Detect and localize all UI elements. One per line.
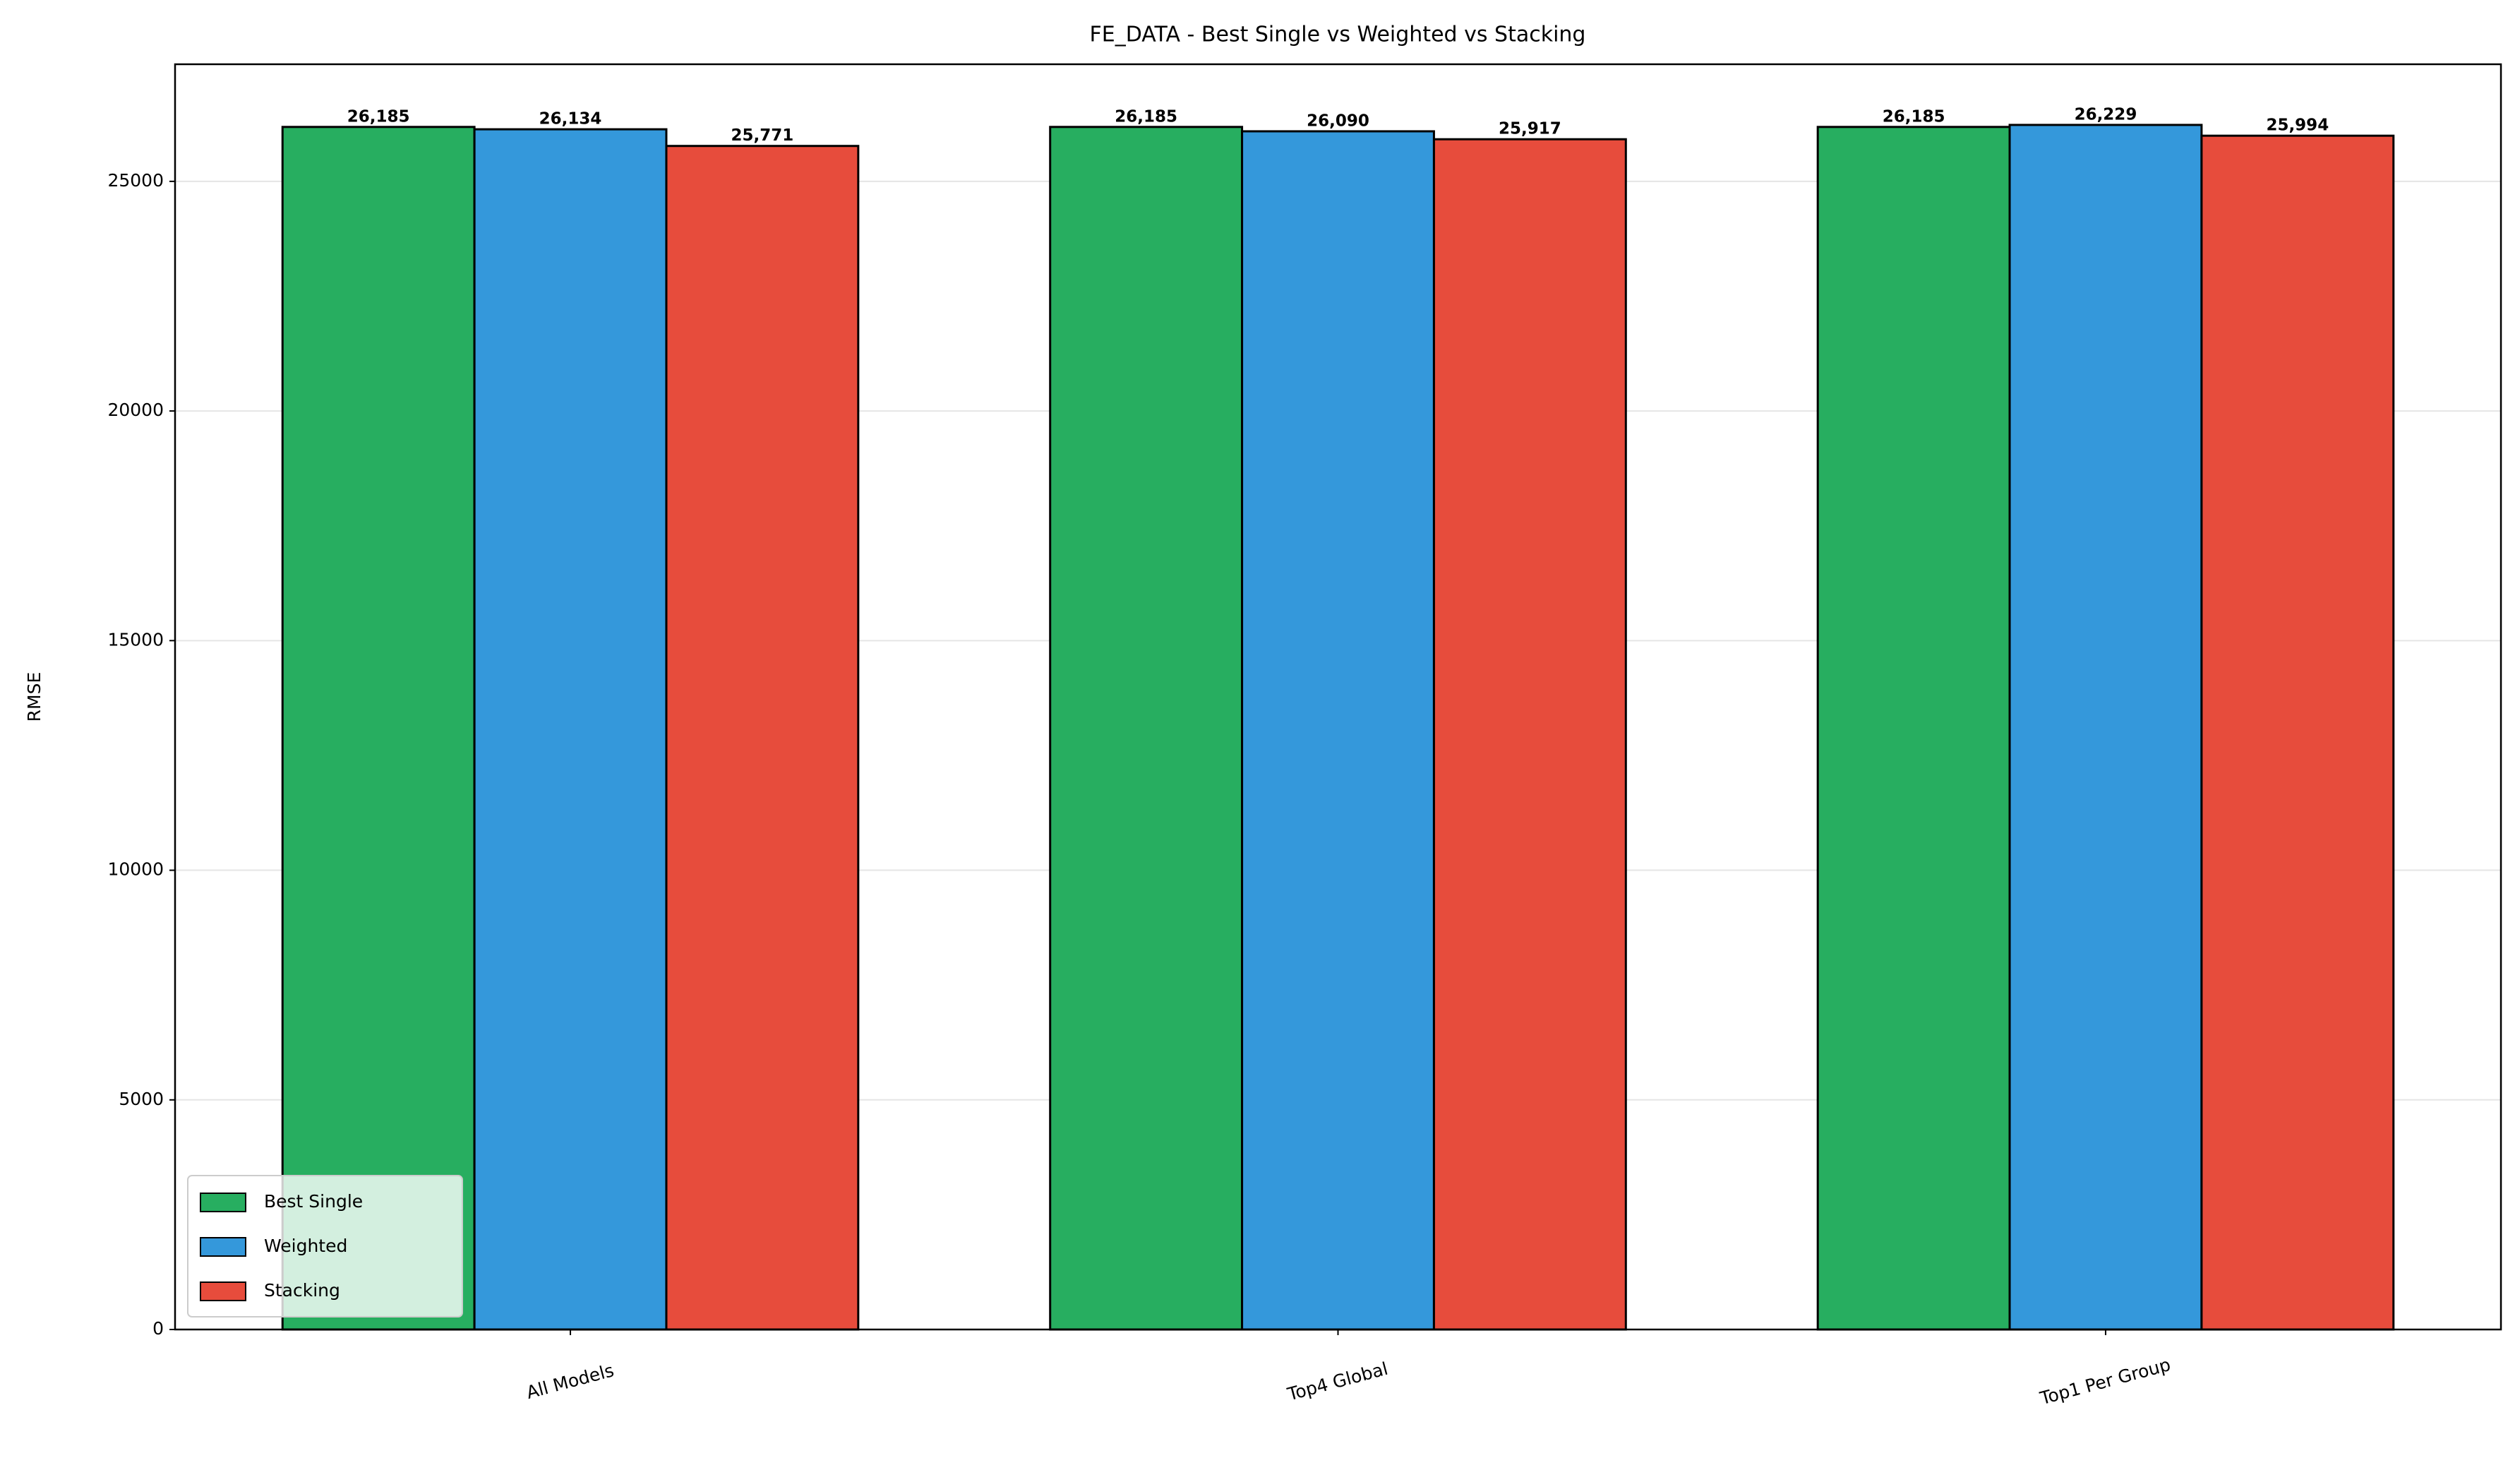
y-tick-label: 15000 (107, 629, 164, 650)
y-tick-label: 0 (152, 1318, 164, 1339)
y-axis-label: RMSE (24, 672, 44, 722)
bar (1816, 126, 2011, 1331)
bar (1049, 126, 1244, 1331)
y-tick-label: 20000 (107, 400, 164, 420)
value-label: 26,229 (2075, 105, 2137, 124)
value-label: 26,185 (1115, 107, 1177, 126)
bar (281, 126, 476, 1331)
bar (2008, 124, 2203, 1331)
value-label: 26,090 (1307, 112, 1369, 130)
value-label: 25,917 (1499, 120, 1561, 138)
value-label: 26,134 (539, 110, 602, 129)
legend-label: Weighted (264, 1236, 347, 1256)
value-label: 25,771 (731, 126, 794, 145)
legend-box (187, 1175, 463, 1317)
y-tick-label: 10000 (107, 859, 164, 880)
legend-swatch (200, 1193, 246, 1212)
axes-frame (174, 63, 2502, 1331)
bar (665, 145, 860, 1331)
bar (1241, 130, 1435, 1331)
bar (473, 128, 668, 1331)
value-label: 25,994 (2266, 116, 2329, 135)
bar (2200, 134, 2395, 1331)
legend-label: Best Single (264, 1191, 363, 1212)
y-tick-label: 5000 (119, 1089, 164, 1109)
legend-swatch (200, 1237, 246, 1257)
legend-swatch (200, 1281, 246, 1301)
value-label: 26,185 (1883, 107, 1945, 126)
legend-label: Stacking (264, 1280, 340, 1301)
bar (1432, 138, 1627, 1331)
value-label: 26,185 (347, 107, 410, 126)
y-tick-label: 25000 (107, 170, 164, 191)
chart-title: FE_DATA - Best Single vs Weighted vs Sta… (1090, 23, 1586, 47)
